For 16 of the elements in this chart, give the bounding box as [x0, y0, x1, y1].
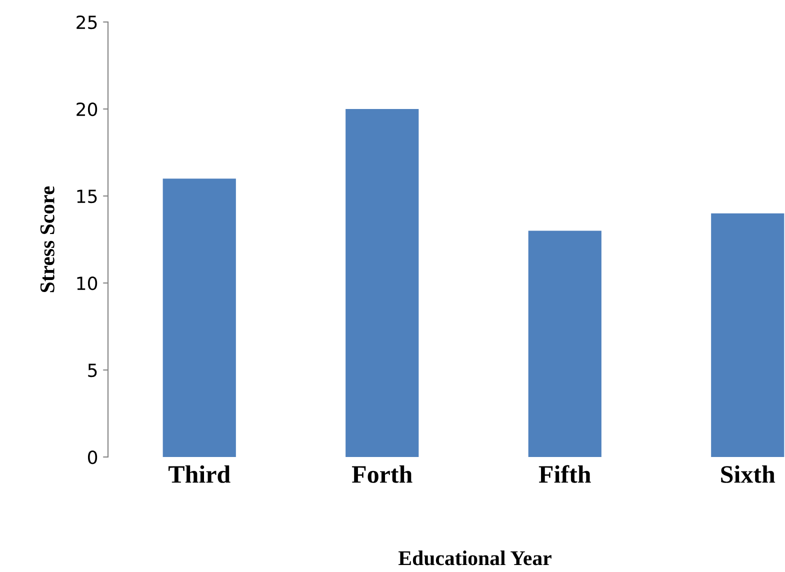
- bar: [162, 178, 236, 457]
- y-tick-label: 20: [76, 102, 98, 116]
- x-tick-label: Forth: [352, 465, 412, 483]
- x-tick-label: Fifth: [538, 465, 591, 483]
- x-tick-label: Sixth: [721, 465, 776, 483]
- y-tick-label: 25: [76, 15, 97, 30]
- bar: [346, 109, 419, 457]
- x-axis-title: Educational Year: [398, 550, 552, 566]
- y-tick-label: 15: [77, 190, 97, 204]
- y-tick-label: 5: [88, 364, 97, 378]
- y-tick-label: 0: [88, 450, 98, 464]
- y-axis-title: Stress Score: [40, 186, 54, 292]
- x-tick-label: Third: [168, 465, 230, 483]
- bar: [528, 230, 602, 457]
- y-tick-label: 10: [77, 276, 98, 290]
- bar: [711, 213, 784, 457]
